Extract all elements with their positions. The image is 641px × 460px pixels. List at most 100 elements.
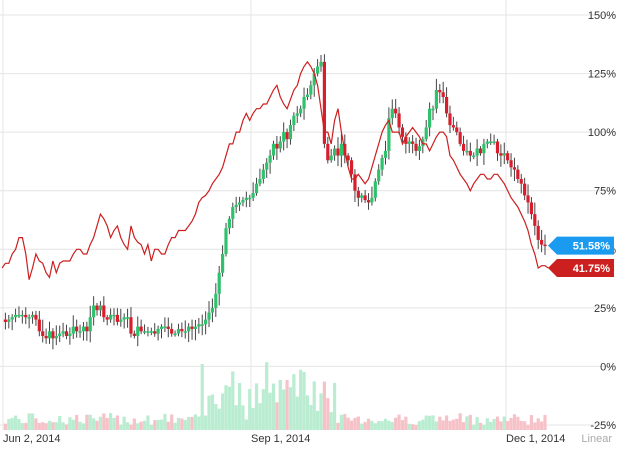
candle-body — [540, 239, 544, 245]
candle-body — [44, 335, 48, 339]
comparison-line — [1, 60, 549, 280]
candle-body — [88, 317, 92, 332]
candle-body — [71, 326, 75, 334]
candle-body — [258, 179, 262, 184]
volume-bar — [58, 415, 62, 430]
candle-body — [441, 92, 445, 97]
volume-bar — [377, 421, 381, 430]
candle-body — [332, 148, 337, 156]
candle-body — [17, 314, 21, 317]
volume-bar — [51, 422, 55, 430]
scale-mode-label[interactable]: Linear — [581, 433, 612, 445]
volume-bar — [44, 423, 48, 430]
volume-bar — [499, 421, 503, 430]
volume-bar — [85, 414, 89, 430]
volume-bar — [78, 421, 82, 430]
candle-body — [207, 312, 211, 320]
volume-bar — [166, 421, 170, 430]
candle-body — [495, 141, 500, 154]
volume-bar — [129, 424, 133, 430]
volume-bar — [251, 407, 255, 430]
candle-body — [316, 66, 320, 74]
candle-body — [275, 143, 279, 149]
volume-bar — [523, 421, 527, 430]
candle-body — [434, 89, 438, 109]
volume-bar — [7, 418, 11, 430]
volume-bar — [299, 369, 303, 430]
candle-body — [54, 335, 58, 339]
volume-bar — [146, 415, 150, 430]
volume-bar — [336, 422, 340, 430]
candle-body — [210, 307, 215, 313]
volume-bar — [444, 415, 449, 430]
candle-body — [41, 331, 45, 336]
candle-body — [27, 317, 31, 319]
candle-body — [461, 143, 466, 151]
volume-bar — [282, 389, 286, 430]
volume-bar — [234, 405, 238, 430]
volume-bar — [400, 419, 405, 430]
candle-body — [411, 141, 415, 144]
candle-body — [204, 319, 208, 325]
volume-bar — [153, 420, 157, 430]
candle-body — [370, 197, 374, 203]
candle-body — [326, 143, 330, 161]
candle-body — [475, 148, 479, 156]
candle-body — [356, 190, 360, 198]
candle-body — [536, 225, 540, 240]
volume-bar — [217, 408, 221, 430]
volume-bar — [261, 389, 265, 430]
candle-body — [220, 253, 225, 273]
horizontal-grid — [0, 14, 615, 426]
candle-body — [468, 150, 472, 156]
volume-bar — [159, 419, 164, 430]
candle-body — [502, 153, 506, 156]
volume-bar — [458, 413, 462, 430]
candle-body — [472, 155, 476, 158]
y-tick-label: -25% — [590, 420, 616, 432]
candle-body — [190, 326, 194, 329]
volume-bar — [71, 419, 75, 430]
volume-bar — [75, 414, 79, 430]
volume-bar — [329, 412, 333, 430]
volume-bar — [353, 417, 357, 430]
volume-bar — [183, 419, 187, 430]
candle-body — [234, 204, 238, 208]
candle-body — [373, 181, 377, 198]
candle-body — [305, 94, 310, 97]
volume-bar — [495, 416, 500, 430]
volume-bar — [468, 414, 472, 430]
candle-body — [37, 319, 41, 332]
volume-bar — [132, 418, 136, 430]
volume-bar — [482, 424, 486, 430]
candle-body — [424, 127, 428, 140]
candle-body — [170, 328, 174, 334]
candle-body — [526, 195, 530, 203]
volume-bar — [37, 422, 41, 430]
volume-bar — [295, 396, 299, 430]
volume-bar — [451, 419, 455, 430]
candle-body — [20, 314, 24, 317]
vertical-grid — [2, 0, 507, 430]
volume-bar — [61, 422, 65, 430]
candle-body — [533, 214, 537, 226]
volume-bar — [98, 416, 103, 430]
candle-body — [366, 200, 371, 203]
volume-bar — [478, 422, 483, 430]
candle-body — [85, 326, 89, 332]
candle-body — [346, 155, 350, 161]
volume-bar — [197, 416, 201, 430]
volume-bar — [109, 413, 113, 430]
candle-body — [153, 331, 157, 334]
volume-bar — [305, 395, 310, 430]
volume-bar — [292, 374, 296, 430]
candle-body — [319, 61, 323, 67]
candle-body — [61, 331, 65, 334]
candle-body — [271, 143, 276, 156]
volume-bar — [105, 417, 109, 430]
volume-bar — [465, 416, 469, 430]
volume-bar — [417, 421, 422, 430]
candle-body — [3, 319, 7, 322]
candle-body — [146, 331, 150, 333]
